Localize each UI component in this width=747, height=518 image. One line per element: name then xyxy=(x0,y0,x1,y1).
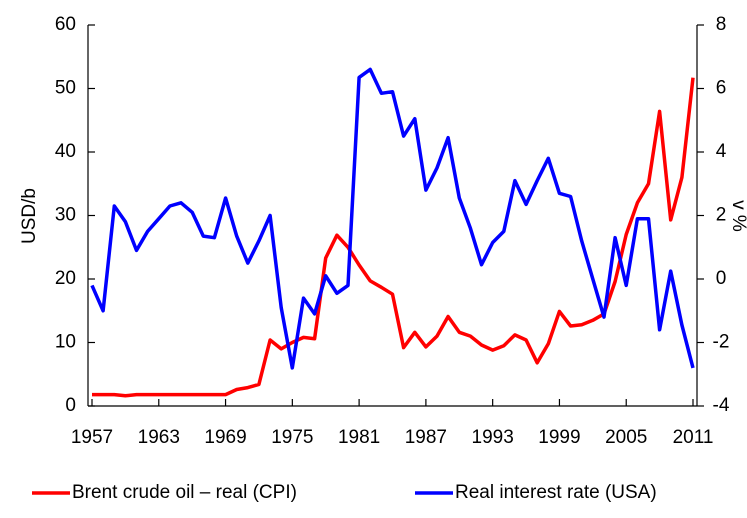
x-tick-label: 1981 xyxy=(338,427,380,448)
y2-tick-label: -4 xyxy=(713,395,730,416)
y2-tick-label: 2 xyxy=(716,205,727,226)
legend-label: Brent crude oil – real (CPI) xyxy=(72,482,297,503)
x-tick-label: 1969 xyxy=(204,427,246,448)
y2-tick-label: -2 xyxy=(713,332,730,353)
series-line xyxy=(92,77,695,398)
y-tick-label: 30 xyxy=(55,205,76,226)
y2-tick-label: 8 xyxy=(716,14,727,35)
y-tick-label: 50 xyxy=(55,78,76,99)
x-tick-label: 1993 xyxy=(472,427,514,448)
x-tick-label: 2005 xyxy=(605,427,647,448)
x-tick-label: 1999 xyxy=(538,427,580,448)
x-tick-label: 1957 xyxy=(71,427,113,448)
y-tick-label: 10 xyxy=(55,332,76,353)
y2-axis-title: v % xyxy=(728,200,747,232)
x-tick-label: 1975 xyxy=(271,427,313,448)
x-tick-label: 1987 xyxy=(405,427,447,448)
y-tick-label: 0 xyxy=(65,395,76,416)
y2-tick-label: 6 xyxy=(716,78,727,99)
legend-label: Real interest rate (USA) xyxy=(455,482,657,503)
x-tick-label: 2011 xyxy=(673,427,714,448)
y2-tick-label: 4 xyxy=(716,141,727,162)
y-tick-label: 20 xyxy=(55,268,76,289)
y-axis-title: USD/b xyxy=(19,188,40,244)
series-line xyxy=(90,67,695,370)
y-tick-label: 40 xyxy=(55,141,76,162)
y2-tick-label: 0 xyxy=(716,268,727,289)
y-tick-label: 60 xyxy=(55,14,76,35)
x-tick-label: 1963 xyxy=(138,427,180,448)
